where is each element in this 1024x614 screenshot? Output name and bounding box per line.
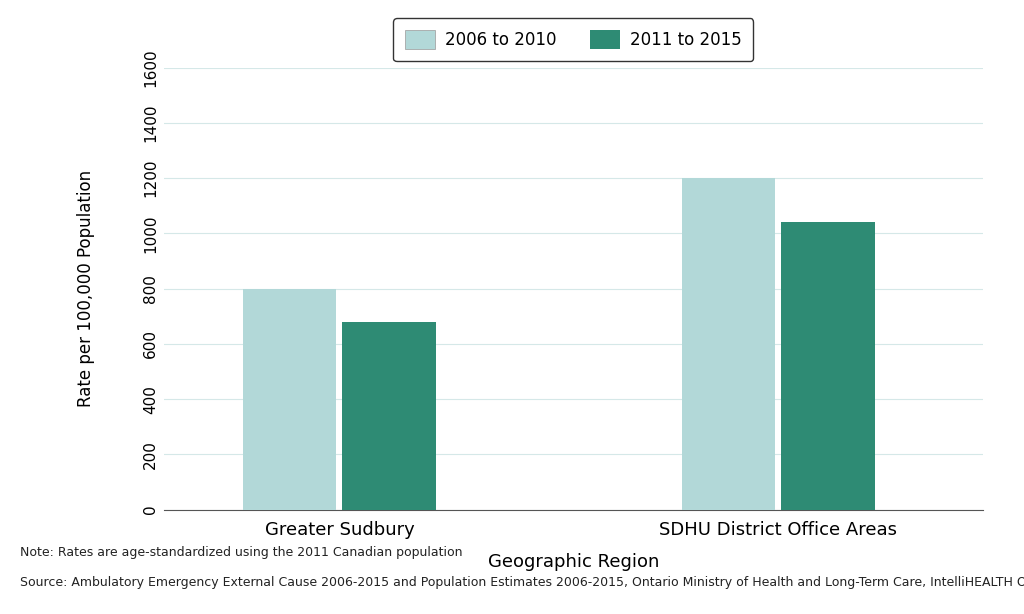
Legend: 2006 to 2010, 2011 to 2015: 2006 to 2010, 2011 to 2015 [393,18,754,61]
Bar [342,322,436,510]
X-axis label: Geographic Region: Geographic Region [487,553,659,570]
Text: Note: Rates are age-standardized using the 2011 Canadian population: Note: Rates are age-standardized using t… [20,546,463,559]
Bar [781,222,874,510]
Y-axis label: Rate per 100,000 Population: Rate per 100,000 Population [77,170,94,407]
Bar [243,289,337,510]
Text: Source: Ambulatory Emergency External Cause 2006-2015 and Population Estimates 2: Source: Ambulatory Emergency External Ca… [20,577,1024,589]
Bar [682,178,775,510]
